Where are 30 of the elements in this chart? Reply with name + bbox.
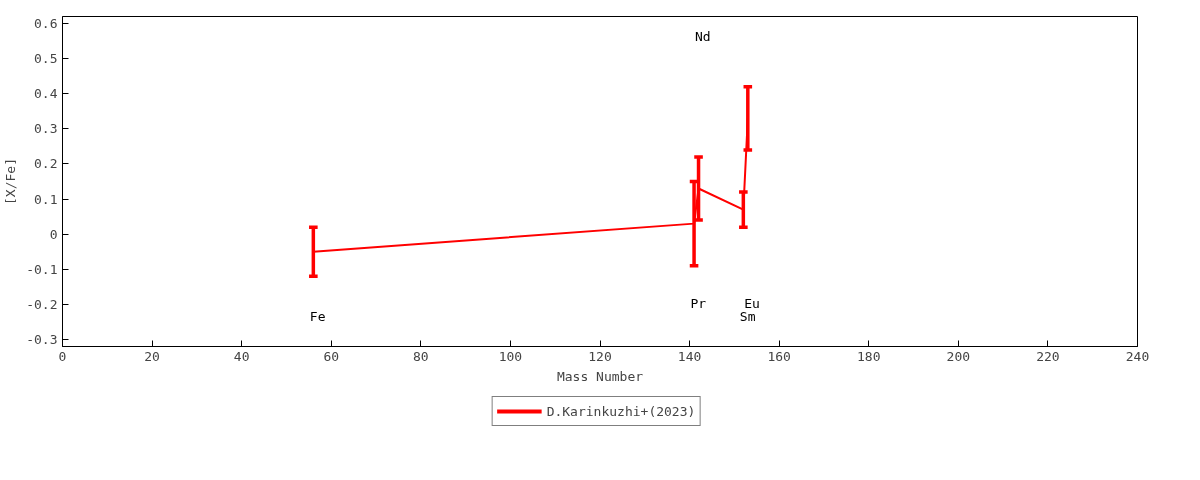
x-tick-label: 80 [413,348,429,364]
x-tick-label: 120 [588,348,612,364]
y-tick-label: 0 [49,226,58,242]
x-tick-label: 60 [323,348,340,364]
x-tick-label: 200 [946,348,971,364]
y-tick-label: -0.1 [26,261,58,277]
y-tick-label: 0.3 [34,121,58,137]
y-tick-label: 0.1 [34,191,58,207]
x-tick-label: 100 [498,348,523,364]
x-tick-label: 220 [1036,348,1060,364]
annotation: Fe [309,309,326,325]
legend-label: D.Karinkuzhi+(2023) [546,403,696,419]
y-tick-label: -0.3 [26,331,58,347]
annotation: Sm [739,309,756,325]
x-axis-title: Mass Number [556,368,644,384]
y-tick-label: -0.2 [26,296,58,312]
y-tick-label: 0.6 [34,16,58,32]
x-tick-label: 140 [677,348,702,364]
y-axis-title: [X/Fe] [3,158,19,205]
annotation: Nd [695,28,711,44]
y-tick-label: 0.2 [34,156,58,172]
annotation: Pr [690,296,707,312]
y-tick-label: 0.4 [34,86,58,102]
y-tick-label: 0.5 [34,51,58,67]
x-tick-label: 20 [144,348,160,364]
x-tick-label: 160 [767,348,791,364]
x-tick-label: 240 [1125,348,1150,364]
annotation: Eu [744,296,760,312]
x-tick-label: 40 [233,348,250,364]
x-tick-label: 180 [857,348,881,364]
